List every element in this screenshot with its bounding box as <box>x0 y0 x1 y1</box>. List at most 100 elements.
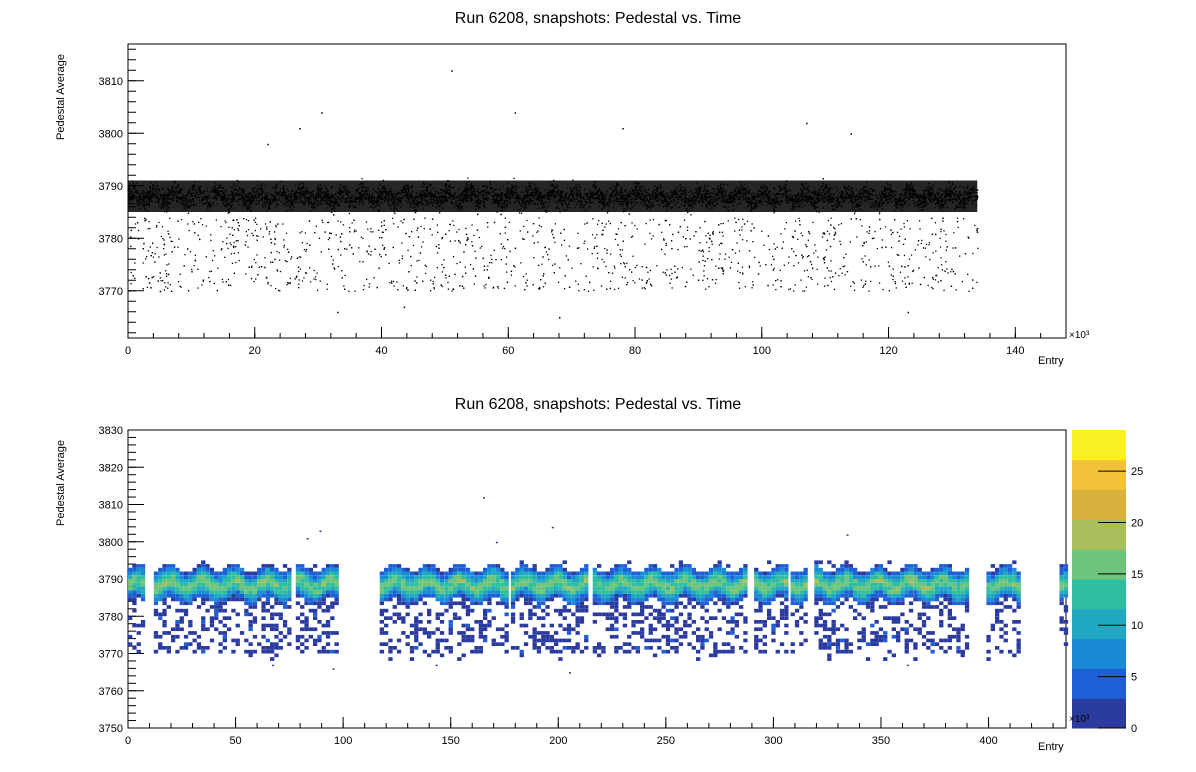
scatter-point <box>720 242 722 244</box>
scatter-point <box>200 218 202 220</box>
scatter-point <box>163 289 165 291</box>
scatter-point <box>276 269 278 271</box>
scatter-point <box>644 288 646 290</box>
scatter-point <box>583 242 585 244</box>
scatter-point <box>314 276 317 278</box>
scatter-point <box>154 253 156 255</box>
scatter-point <box>209 270 211 273</box>
scatter-point <box>327 221 329 224</box>
scatter-point <box>514 285 516 287</box>
scatter-point <box>861 225 863 227</box>
scatter-point <box>156 246 158 249</box>
scatter-point <box>793 265 795 267</box>
scatter-point <box>800 279 802 281</box>
scatter-point <box>656 265 658 267</box>
scatter-point <box>229 242 231 244</box>
top-x-tick-label: 80 <box>629 345 641 357</box>
scatter-point <box>817 283 819 285</box>
scatter-point <box>887 261 889 263</box>
scatter-point <box>180 286 182 288</box>
scatter-point <box>578 247 580 249</box>
scatter-point <box>210 239 212 242</box>
scatter-point <box>393 285 395 287</box>
top-x-tick-label: 40 <box>375 345 387 357</box>
scatter-point <box>866 231 868 233</box>
scatter-point <box>827 219 829 222</box>
scatter-point <box>751 223 753 225</box>
scatter-point <box>221 278 223 281</box>
scatter-point <box>441 238 443 240</box>
scatter-point <box>458 228 460 231</box>
scatter-point <box>613 265 616 267</box>
scatter-point <box>537 264 540 266</box>
scatter-point <box>443 259 445 261</box>
scatter-point <box>748 266 751 268</box>
scatter-point <box>959 255 961 257</box>
scatter-point <box>741 239 744 241</box>
scatter-point <box>610 280 612 282</box>
scatter-point <box>924 247 927 249</box>
scatter-point <box>896 231 899 233</box>
scatter-point <box>416 260 418 262</box>
scatter-point <box>487 265 489 267</box>
scatter-point <box>164 282 166 284</box>
scatter-point <box>378 229 380 231</box>
scatter-point <box>841 272 843 274</box>
scatter-point <box>433 288 435 290</box>
top-y-tick-label: 3800 <box>99 128 123 140</box>
scatter-point <box>322 221 324 223</box>
scatter-point <box>235 240 237 242</box>
scatter-point <box>500 243 502 245</box>
scatter-point <box>565 255 568 257</box>
scatter-point <box>227 247 229 250</box>
scatter-point <box>230 284 232 287</box>
scatter-point <box>553 179 555 182</box>
scatter-point <box>976 197 978 199</box>
scatter-point <box>703 270 705 272</box>
scatter-point <box>719 253 721 255</box>
scatter-point <box>661 231 663 233</box>
scatter-point <box>650 238 653 240</box>
scatter-point <box>283 244 285 246</box>
scatter-point <box>681 266 683 269</box>
scatter-point <box>504 232 506 234</box>
scatter-point <box>605 223 607 225</box>
scatter-point <box>300 256 302 258</box>
scatter-point <box>362 289 365 291</box>
scatter-point <box>739 272 741 274</box>
scatter-point <box>838 224 840 226</box>
scatter-point <box>432 280 434 283</box>
scatter-point <box>437 231 439 233</box>
scatter-point <box>500 259 502 261</box>
scatter-point <box>631 235 634 237</box>
scatter-point <box>166 264 168 266</box>
scatter-point <box>799 220 801 222</box>
scatter-point <box>180 218 183 221</box>
scatter-point <box>572 179 574 181</box>
scatter-point <box>619 254 621 256</box>
scatter-point <box>932 288 934 290</box>
scatter-point <box>580 263 582 265</box>
scatter-point <box>868 290 870 292</box>
scatter-point <box>163 248 165 250</box>
scatter-point <box>780 233 782 235</box>
scatter-point <box>708 247 710 249</box>
scatter-point <box>451 290 453 292</box>
scatter-point <box>165 286 167 288</box>
scatter-point <box>227 278 230 281</box>
scatter-point <box>850 285 852 287</box>
scatter-point <box>221 248 223 250</box>
scatter-point <box>128 290 130 292</box>
scatter-point <box>224 220 226 222</box>
scatter-point <box>467 177 469 179</box>
scatter-point <box>178 238 180 240</box>
scatter-point <box>452 288 455 291</box>
scatter-point <box>197 287 199 289</box>
scatter-point <box>289 277 291 279</box>
scatter-point <box>179 285 181 287</box>
scatter-point <box>405 288 408 290</box>
scatter-point <box>504 248 506 250</box>
scatter-point <box>682 236 684 238</box>
scatter-point <box>267 281 269 284</box>
scatter-point <box>340 254 342 256</box>
